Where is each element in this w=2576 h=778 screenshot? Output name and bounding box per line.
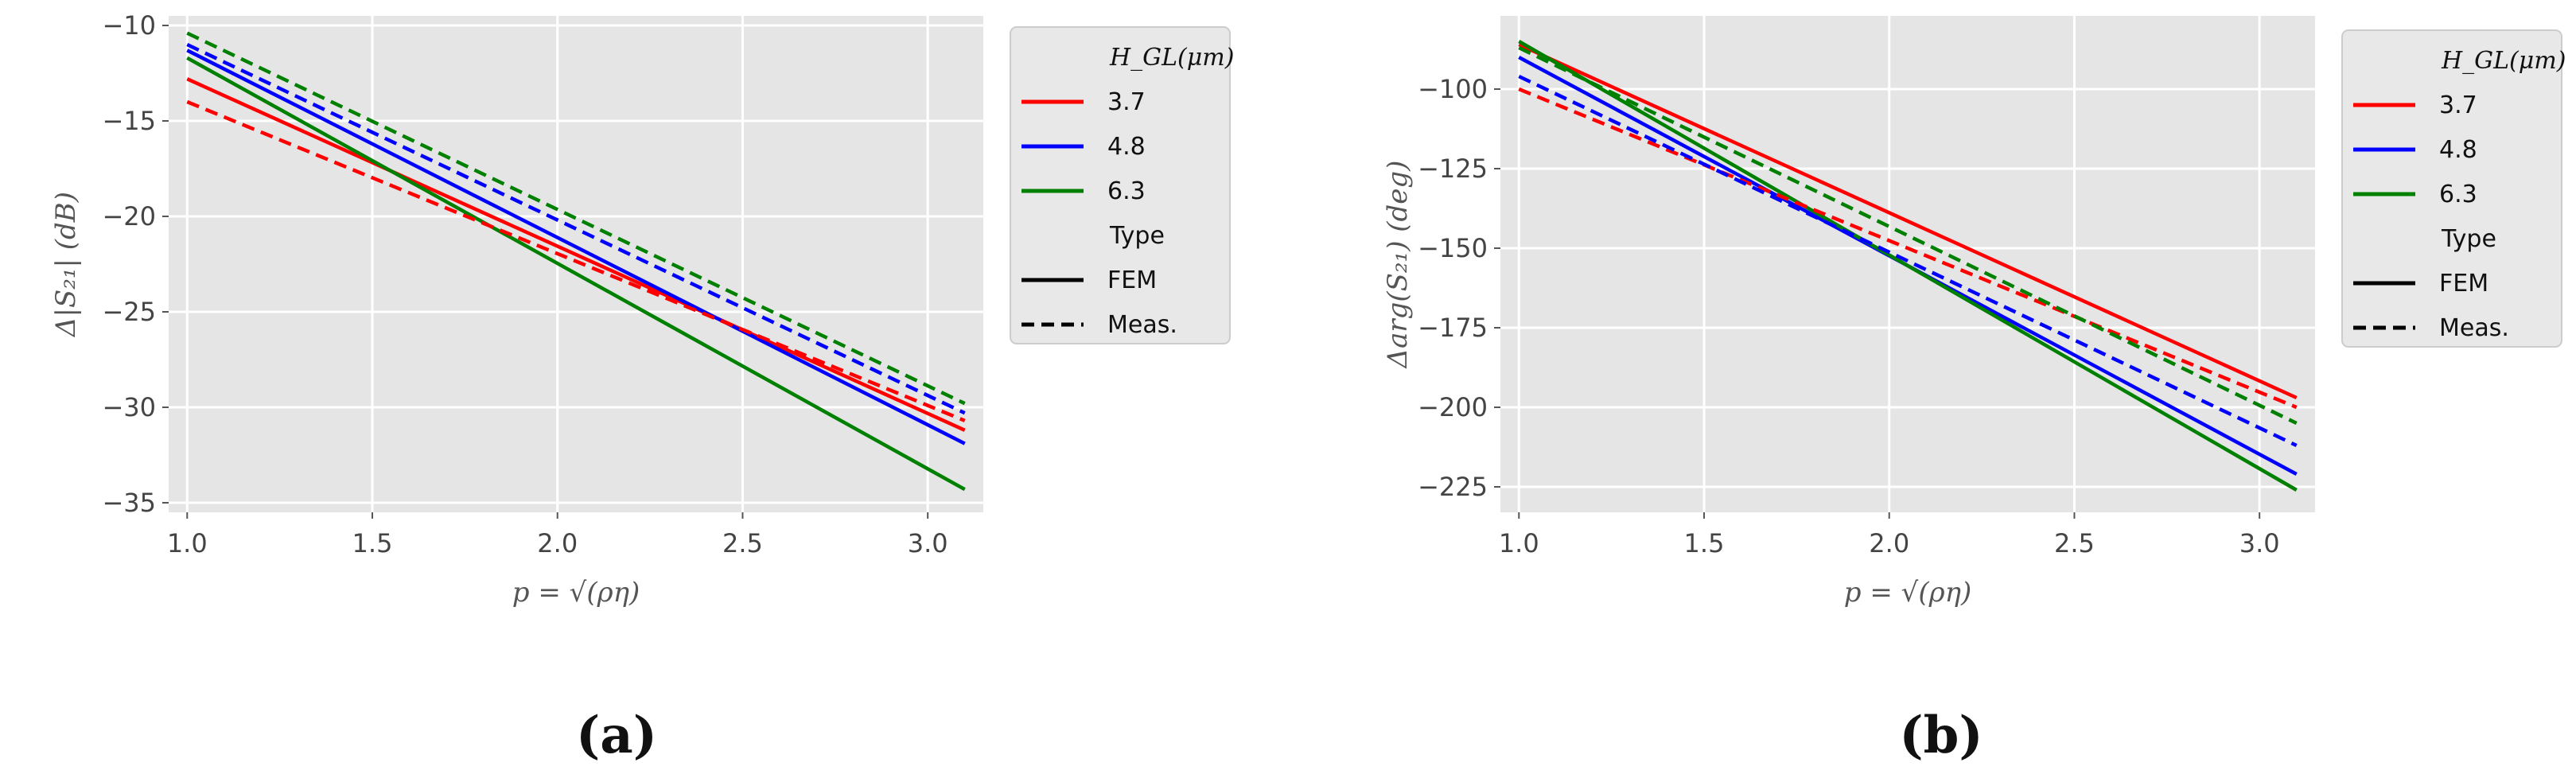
series-line-6-3-meas [1518,45,2298,426]
series-line-6-3-meas [186,31,966,406]
y-axis-label: Δ|S₂₁| (dB) [50,192,82,338]
y-axis-label: Δarg(S₂₁) (deg) [1382,161,1414,370]
plot-area [169,16,983,512]
y-tick-label: −125 [1418,154,1488,184]
legend-type-entry: FEM [1107,266,1157,294]
x-axis-label: p = √(ρη) [512,577,640,609]
y-tick-label: −150 [1418,233,1488,263]
series-line-3-7-fem [186,77,966,432]
x-tick-label: 2.5 [722,528,763,558]
x-tick-label: 2.5 [2054,528,2095,558]
legend-box [2341,29,2562,348]
series-line-4-8-meas [1518,74,2298,448]
panel-label: (a) [576,706,657,765]
legend-type-title: Type [2441,225,2496,253]
y-tick-label: −35 [102,488,156,518]
legend-entry: 3.7 [1107,88,1146,116]
x-tick-label: 1.0 [1499,528,1539,558]
x-tick-label: 1.5 [352,528,393,558]
legend-title: H_GL(μm) [1109,44,1234,72]
x-tick-label: 1.0 [167,528,208,558]
chart-b: 1.0 1.5 2.0 2.5 3.0 −100 −125 −150 −175 −200 −225 p… [1382,16,2566,765]
series-line-6-3-fem [186,56,966,492]
y-tick-label: −20 [102,201,156,231]
legend-entry: 6.3 [2439,181,2477,208]
y-tick-label: −25 [102,297,156,327]
y-tick-label: −175 [1418,313,1488,343]
x-tick-label: 1.5 [1684,528,1725,558]
x-tick-label: 3.0 [2239,528,2280,558]
y-tick-label: −225 [1418,472,1488,502]
y-tick-label: −15 [102,106,156,136]
y-tick-label: −100 [1418,74,1488,104]
y-tick-label: −30 [102,392,156,422]
series-line-4-8-fem [186,49,966,445]
series-line-6-3-fem [1518,40,2298,492]
x-tick-label: 2.0 [537,528,578,558]
series-line-4-8-meas [186,42,966,415]
legend-entry: 4.8 [1107,133,1146,161]
y-tick-label: −200 [1418,392,1488,422]
legend-title: H_GL(μm) [2441,47,2566,75]
legend-entry: 4.8 [2439,136,2477,164]
panel-label: (b) [1899,706,1983,765]
series-line-3-7-meas [1518,87,2298,410]
x-axis-label: p = √(ρη) [1844,577,1971,609]
legend-box [1010,26,1231,344]
legend-type-entry: Meas. [1107,311,1177,339]
chart-a: 1.0 1.5 2.0 2.5 3.0 −10 −15 −20 −25 −30 −35 p = √(ρ… [50,10,1234,765]
series-line-3-7-fem [1518,42,2298,400]
x-tick-label: 2.0 [1869,528,1909,558]
series-line-3-7-meas [186,99,966,422]
x-tick-label: 3.0 [908,528,948,558]
legend-entry: 6.3 [1107,177,1146,205]
legend-entry: 3.7 [2439,91,2477,119]
legend-type-entry: FEM [2439,270,2488,298]
y-tick-label: −10 [102,10,156,41]
legend-type-entry: Meas. [2439,314,2509,342]
legend-type-title: Type [1109,222,1165,250]
